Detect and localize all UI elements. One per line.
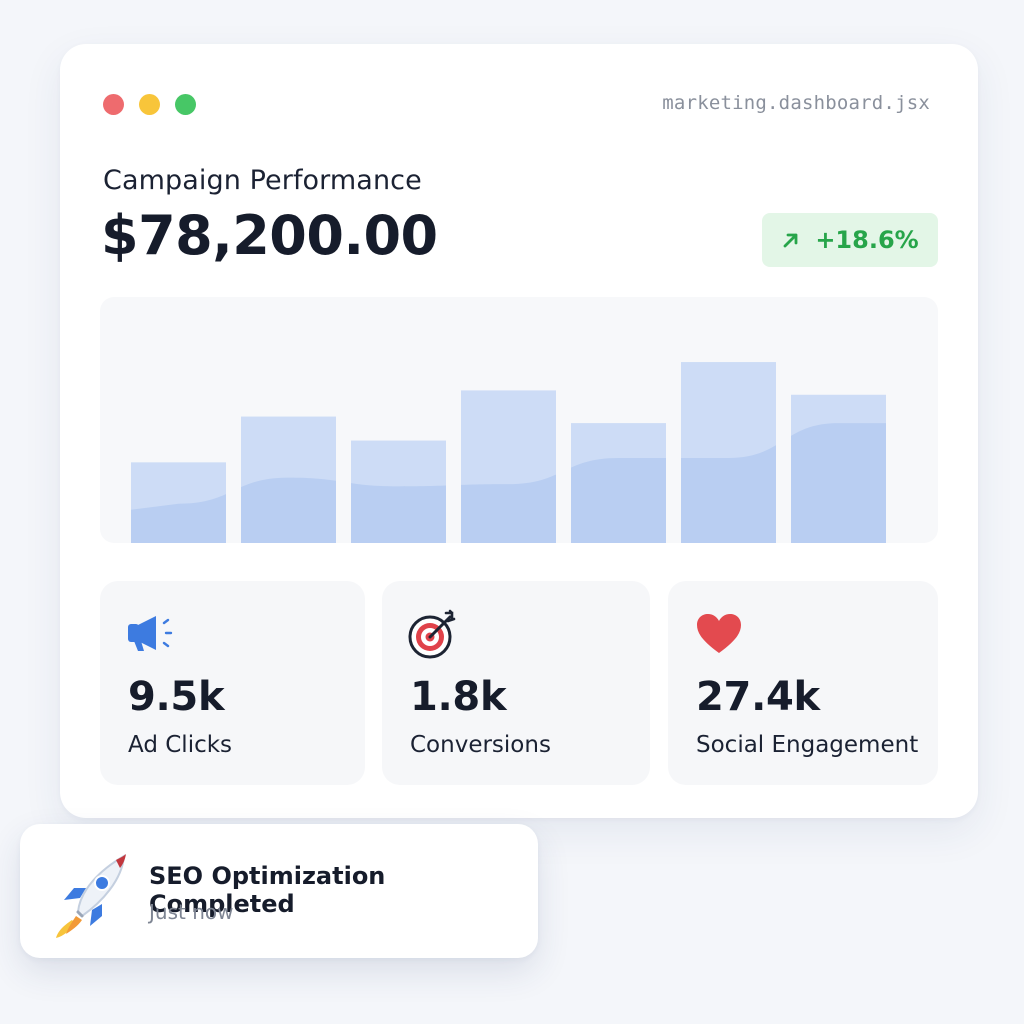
- target-icon: [408, 609, 456, 659]
- stat-card-social-engagement[interactable]: 27.4k Social Engagement: [668, 581, 938, 785]
- megaphone-icon: [128, 616, 173, 651]
- campaign-bar-chart: [131, 362, 886, 543]
- notification-toast[interactable]: SEO Optimization Completed Just now: [20, 824, 538, 958]
- stat-label: Social Engagement: [696, 732, 919, 758]
- window-filename: marketing.dashboard.jsx: [662, 92, 930, 114]
- heart-icon: [697, 614, 741, 653]
- notification-title: SEO Optimization Completed: [149, 862, 386, 918]
- campaign-title: Campaign Performance: [103, 165, 422, 196]
- notification-time: Just now: [149, 900, 234, 924]
- window-close-dot[interactable]: [103, 94, 124, 115]
- rocket-icon: [56, 854, 126, 938]
- stat-label: Ad Clicks: [128, 732, 233, 758]
- stat-value: 9.5k: [128, 674, 225, 720]
- chart-trend-area: [131, 423, 886, 543]
- stat-card-conversions[interactable]: 1.8k Conversions: [382, 581, 650, 785]
- stat-value: 1.8k: [410, 674, 507, 720]
- stat-value: 27.4k: [696, 674, 820, 720]
- campaign-chart: [100, 297, 938, 543]
- stat-card-ad-clicks[interactable]: 9.5k Ad Clicks: [100, 581, 365, 785]
- window-maximize-dot[interactable]: [175, 94, 196, 115]
- stat-label: Conversions: [410, 732, 551, 758]
- campaign-amount: $78,200.00: [101, 204, 438, 267]
- change-badge: +18.6%: [762, 213, 938, 267]
- change-value: +18.6%: [815, 226, 919, 254]
- arrow-up-right-icon: [783, 233, 798, 248]
- window-minimize-dot[interactable]: [139, 94, 160, 115]
